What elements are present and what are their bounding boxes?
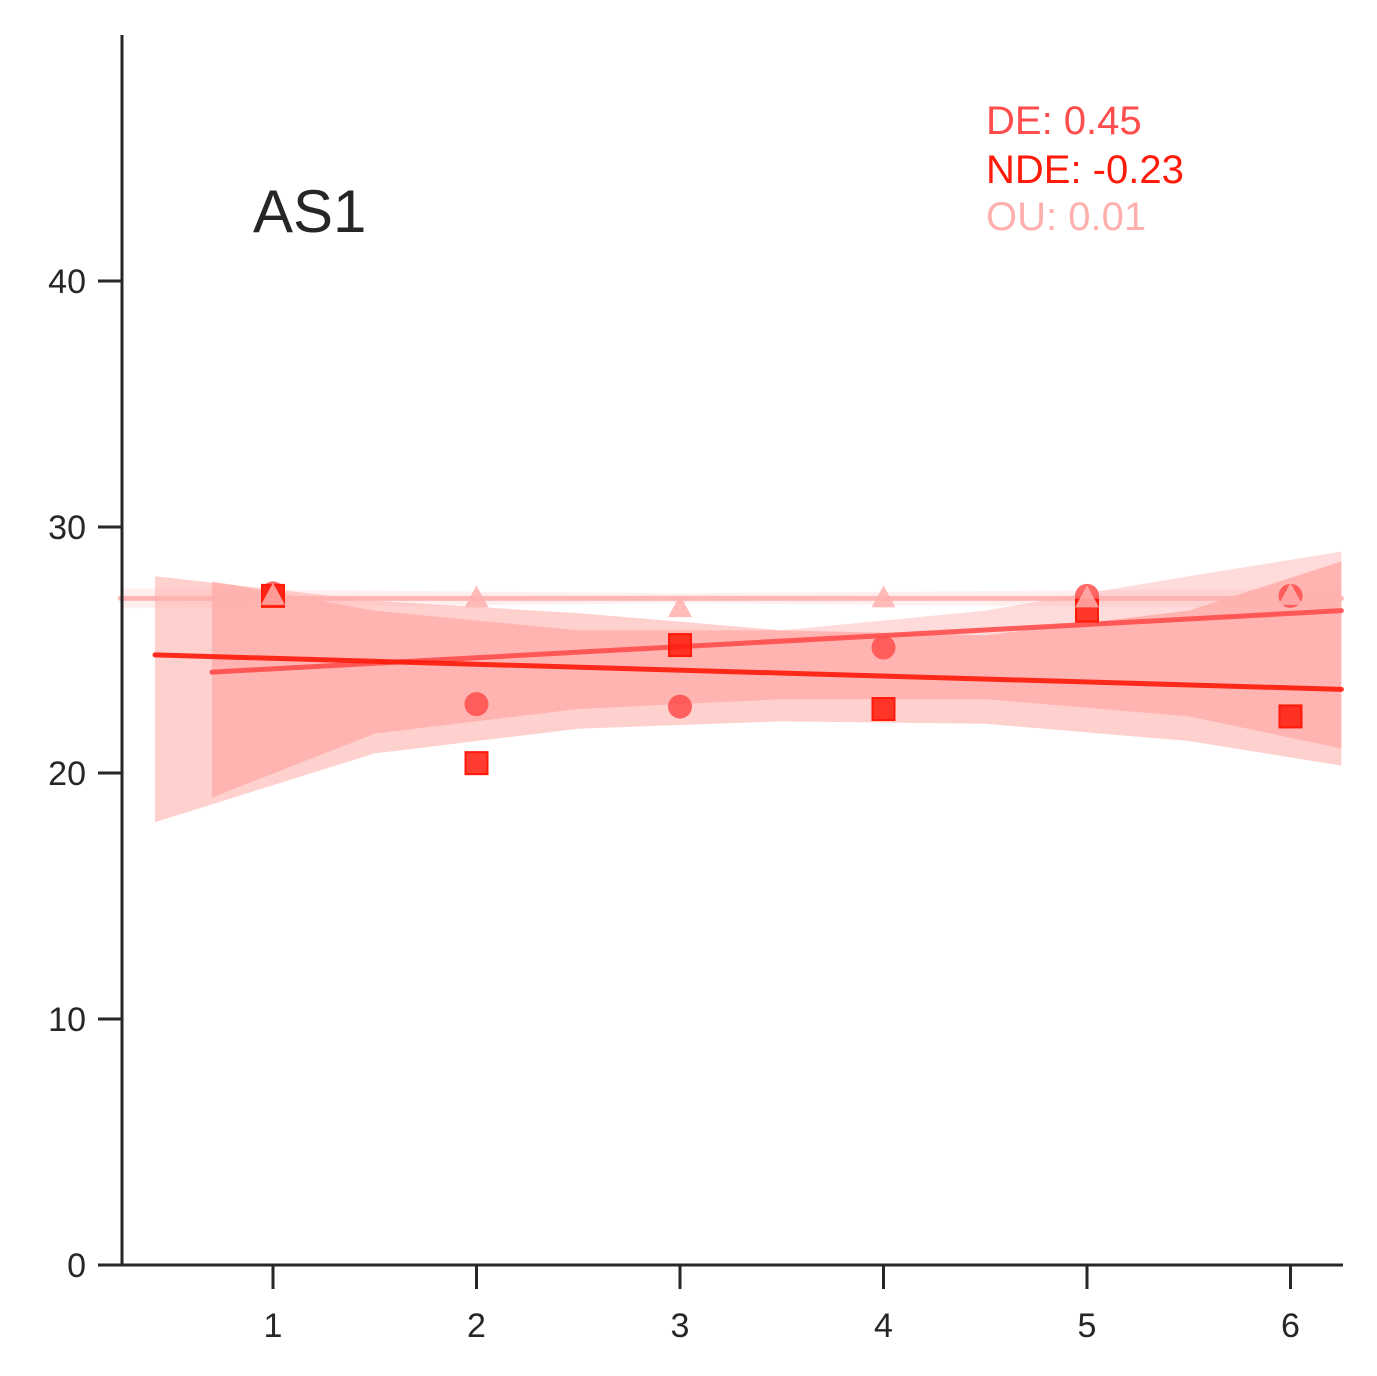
y-tick-label-30: 30 — [48, 509, 86, 547]
x-tick-label-5: 5 — [1078, 1307, 1097, 1345]
point-ou-4 — [871, 585, 896, 608]
y-tick-label-0: 0 — [67, 1247, 86, 1285]
point-ou-1 — [261, 582, 285, 605]
x-tick-label-4: 4 — [874, 1307, 893, 1345]
point-ou-6 — [1278, 582, 1303, 605]
point-ou-5 — [1075, 585, 1099, 608]
fit-line-nde — [152, 652, 1344, 692]
y-tick-label-20: 20 — [48, 755, 86, 793]
point-de-3 — [668, 694, 692, 719]
point-nde-4 — [871, 697, 896, 722]
point-nde-6 — [1278, 704, 1303, 729]
x-tick-label-6: 6 — [1281, 1307, 1300, 1345]
point-de-2 — [464, 692, 489, 717]
y-tick-label-10: 10 — [48, 1001, 86, 1039]
y-tick-label-40: 40 — [48, 263, 86, 301]
x-tick-label-2: 2 — [467, 1307, 486, 1345]
x-tick-label-1: 1 — [264, 1307, 283, 1345]
axes: 0 10 20 30 40 1 2 3 4 5 6 — [48, 35, 1343, 1345]
point-ou-2 — [464, 585, 489, 608]
regression-lines — [117, 595, 1344, 692]
point-ou-3 — [668, 595, 692, 618]
confidence-bands — [120, 551, 1342, 823]
point-nde-3 — [668, 633, 692, 658]
stats-annotations: DE: 0.45 NDE: -0.23 OU: 0.01 — [986, 99, 1184, 239]
point-de-4 — [871, 635, 896, 660]
annotation-ou: OU: 0.01 — [986, 195, 1146, 239]
point-nde-2 — [464, 751, 489, 776]
x-tick-label-3: 3 — [671, 1307, 690, 1345]
band-nde — [154, 561, 1342, 823]
data-points — [261, 581, 1303, 776]
annotation-de: DE: 0.45 — [986, 99, 1142, 143]
annotation-nde: NDE: -0.23 — [986, 148, 1184, 192]
panel-label: AS1 — [253, 178, 366, 245]
